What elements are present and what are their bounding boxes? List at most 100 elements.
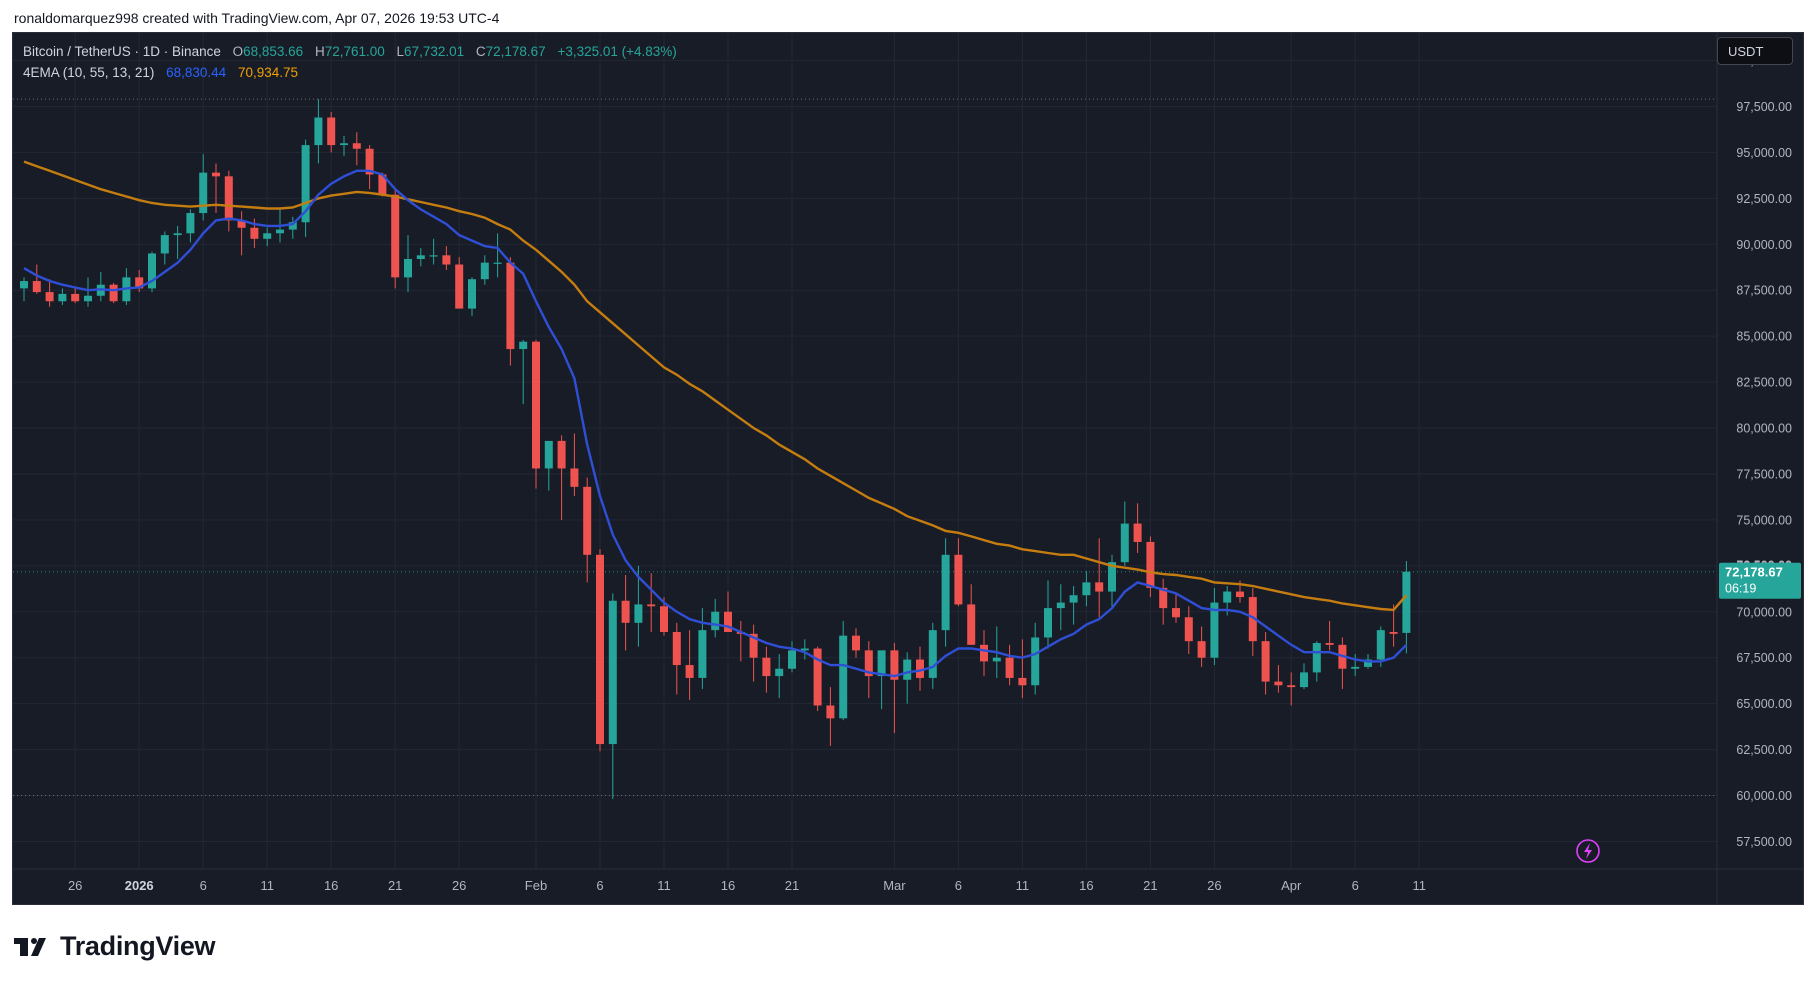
- candle[interactable]: [1018, 639, 1027, 699]
- candle[interactable]: [877, 650, 886, 710]
- candle[interactable]: [301, 139, 310, 237]
- candle[interactable]: [506, 257, 515, 366]
- candle[interactable]: [429, 238, 438, 265]
- candle[interactable]: [1172, 593, 1180, 623]
- candle[interactable]: [1031, 622, 1040, 695]
- candle[interactable]: [391, 189, 400, 289]
- candle[interactable]: [480, 255, 489, 285]
- candle[interactable]: [20, 277, 28, 302]
- candle[interactable]: [160, 231, 169, 265]
- candle[interactable]: [647, 573, 656, 632]
- candle[interactable]: [288, 216, 297, 239]
- candle[interactable]: [698, 608, 707, 689]
- candle[interactable]: [775, 654, 784, 699]
- candle[interactable]: [1312, 641, 1321, 682]
- candle[interactable]: [903, 652, 912, 704]
- candle[interactable]: [980, 630, 988, 677]
- candle[interactable]: [224, 170, 233, 232]
- candle[interactable]: [1389, 604, 1398, 647]
- candle[interactable]: [672, 622, 681, 695]
- candle[interactable]: [365, 145, 374, 190]
- candle[interactable]: [1159, 578, 1168, 625]
- candle[interactable]: [967, 584, 976, 645]
- candle[interactable]: [685, 630, 694, 700]
- candle[interactable]: [96, 271, 105, 302]
- candle[interactable]: [1108, 554, 1116, 607]
- candle[interactable]: [800, 639, 809, 660]
- candle[interactable]: [1300, 663, 1308, 689]
- legend-symbol[interactable]: Bitcoin / TetherUS · 1D · Binance: [23, 44, 221, 59]
- candle[interactable]: [455, 257, 464, 309]
- candle[interactable]: [711, 598, 720, 638]
- candle[interactable]: [724, 591, 732, 632]
- candle[interactable]: [84, 277, 92, 307]
- candle[interactable]: [583, 477, 592, 583]
- candle[interactable]: [416, 247, 425, 267]
- candle[interactable]: [71, 286, 80, 304]
- legend-indicator-name[interactable]: 4EMA (10, 55, 13, 21): [23, 65, 155, 80]
- candle[interactable]: [839, 620, 848, 721]
- candle[interactable]: [1248, 587, 1257, 656]
- candle[interactable]: [340, 135, 348, 157]
- candle[interactable]: [352, 132, 361, 166]
- candle[interactable]: [532, 339, 540, 489]
- candle[interactable]: [762, 646, 771, 693]
- candle[interactable]: [1044, 580, 1052, 649]
- candle[interactable]: [468, 277, 476, 316]
- candle[interactable]: [404, 235, 412, 293]
- candle[interactable]: [596, 549, 604, 752]
- candle[interactable]: [32, 264, 41, 294]
- candle[interactable]: [916, 646, 924, 691]
- candle[interactable]: [941, 538, 950, 647]
- candle[interactable]: [58, 288, 67, 305]
- candle[interactable]: [45, 279, 54, 307]
- candle[interactable]: [378, 172, 387, 197]
- candle[interactable]: [1197, 626, 1206, 667]
- candle[interactable]: [736, 620, 745, 662]
- candle[interactable]: [608, 593, 617, 800]
- candle[interactable]: [1133, 503, 1142, 553]
- candle[interactable]: [1056, 584, 1065, 631]
- candle[interactable]: [1402, 561, 1411, 654]
- alert-bolt-icon[interactable]: [1576, 839, 1600, 863]
- candle[interactable]: [237, 211, 246, 256]
- candle[interactable]: [173, 225, 182, 259]
- candle[interactable]: [442, 246, 451, 271]
- candle[interactable]: [1210, 587, 1219, 666]
- candle[interactable]: [1120, 501, 1129, 566]
- candle[interactable]: [749, 624, 758, 682]
- candle[interactable]: [928, 622, 937, 689]
- candle[interactable]: [1325, 620, 1334, 651]
- candle[interactable]: [634, 565, 643, 647]
- candle[interactable]: [186, 209, 195, 243]
- candle[interactable]: [327, 112, 336, 153]
- price-chart[interactable]: 57,500.00 60,000.00 62,500.00 65,000.00 67,5…: [13, 33, 1803, 904]
- candle[interactable]: [864, 641, 873, 699]
- candle[interactable]: [813, 646, 822, 711]
- candle[interactable]: [826, 687, 835, 746]
- candle[interactable]: [199, 154, 208, 221]
- candle[interactable]: [890, 643, 899, 734]
- candle[interactable]: [493, 233, 502, 278]
- candle[interactable]: [557, 435, 566, 520]
- candle[interactable]: [954, 538, 963, 607]
- candle[interactable]: [1338, 637, 1347, 689]
- candle[interactable]: [263, 227, 272, 247]
- candle[interactable]: [1005, 644, 1014, 686]
- candle[interactable]: [109, 282, 118, 304]
- currency-unit-button[interactable]: USDT: [1717, 37, 1793, 65]
- candle[interactable]: [1261, 631, 1270, 695]
- candle[interactable]: [1069, 586, 1078, 625]
- candle[interactable]: [788, 641, 796, 673]
- candle[interactable]: [852, 628, 860, 658]
- candle[interactable]: [519, 339, 528, 405]
- candle[interactable]: [314, 99, 323, 164]
- candle[interactable]: [621, 575, 630, 651]
- candle[interactable]: [1082, 571, 1091, 607]
- candle[interactable]: [1095, 538, 1104, 618]
- candle[interactable]: [544, 440, 553, 491]
- candle[interactable]: [148, 251, 156, 293]
- candle[interactable]: [1351, 654, 1360, 677]
- candle[interactable]: [122, 268, 131, 305]
- candle[interactable]: [570, 433, 579, 497]
